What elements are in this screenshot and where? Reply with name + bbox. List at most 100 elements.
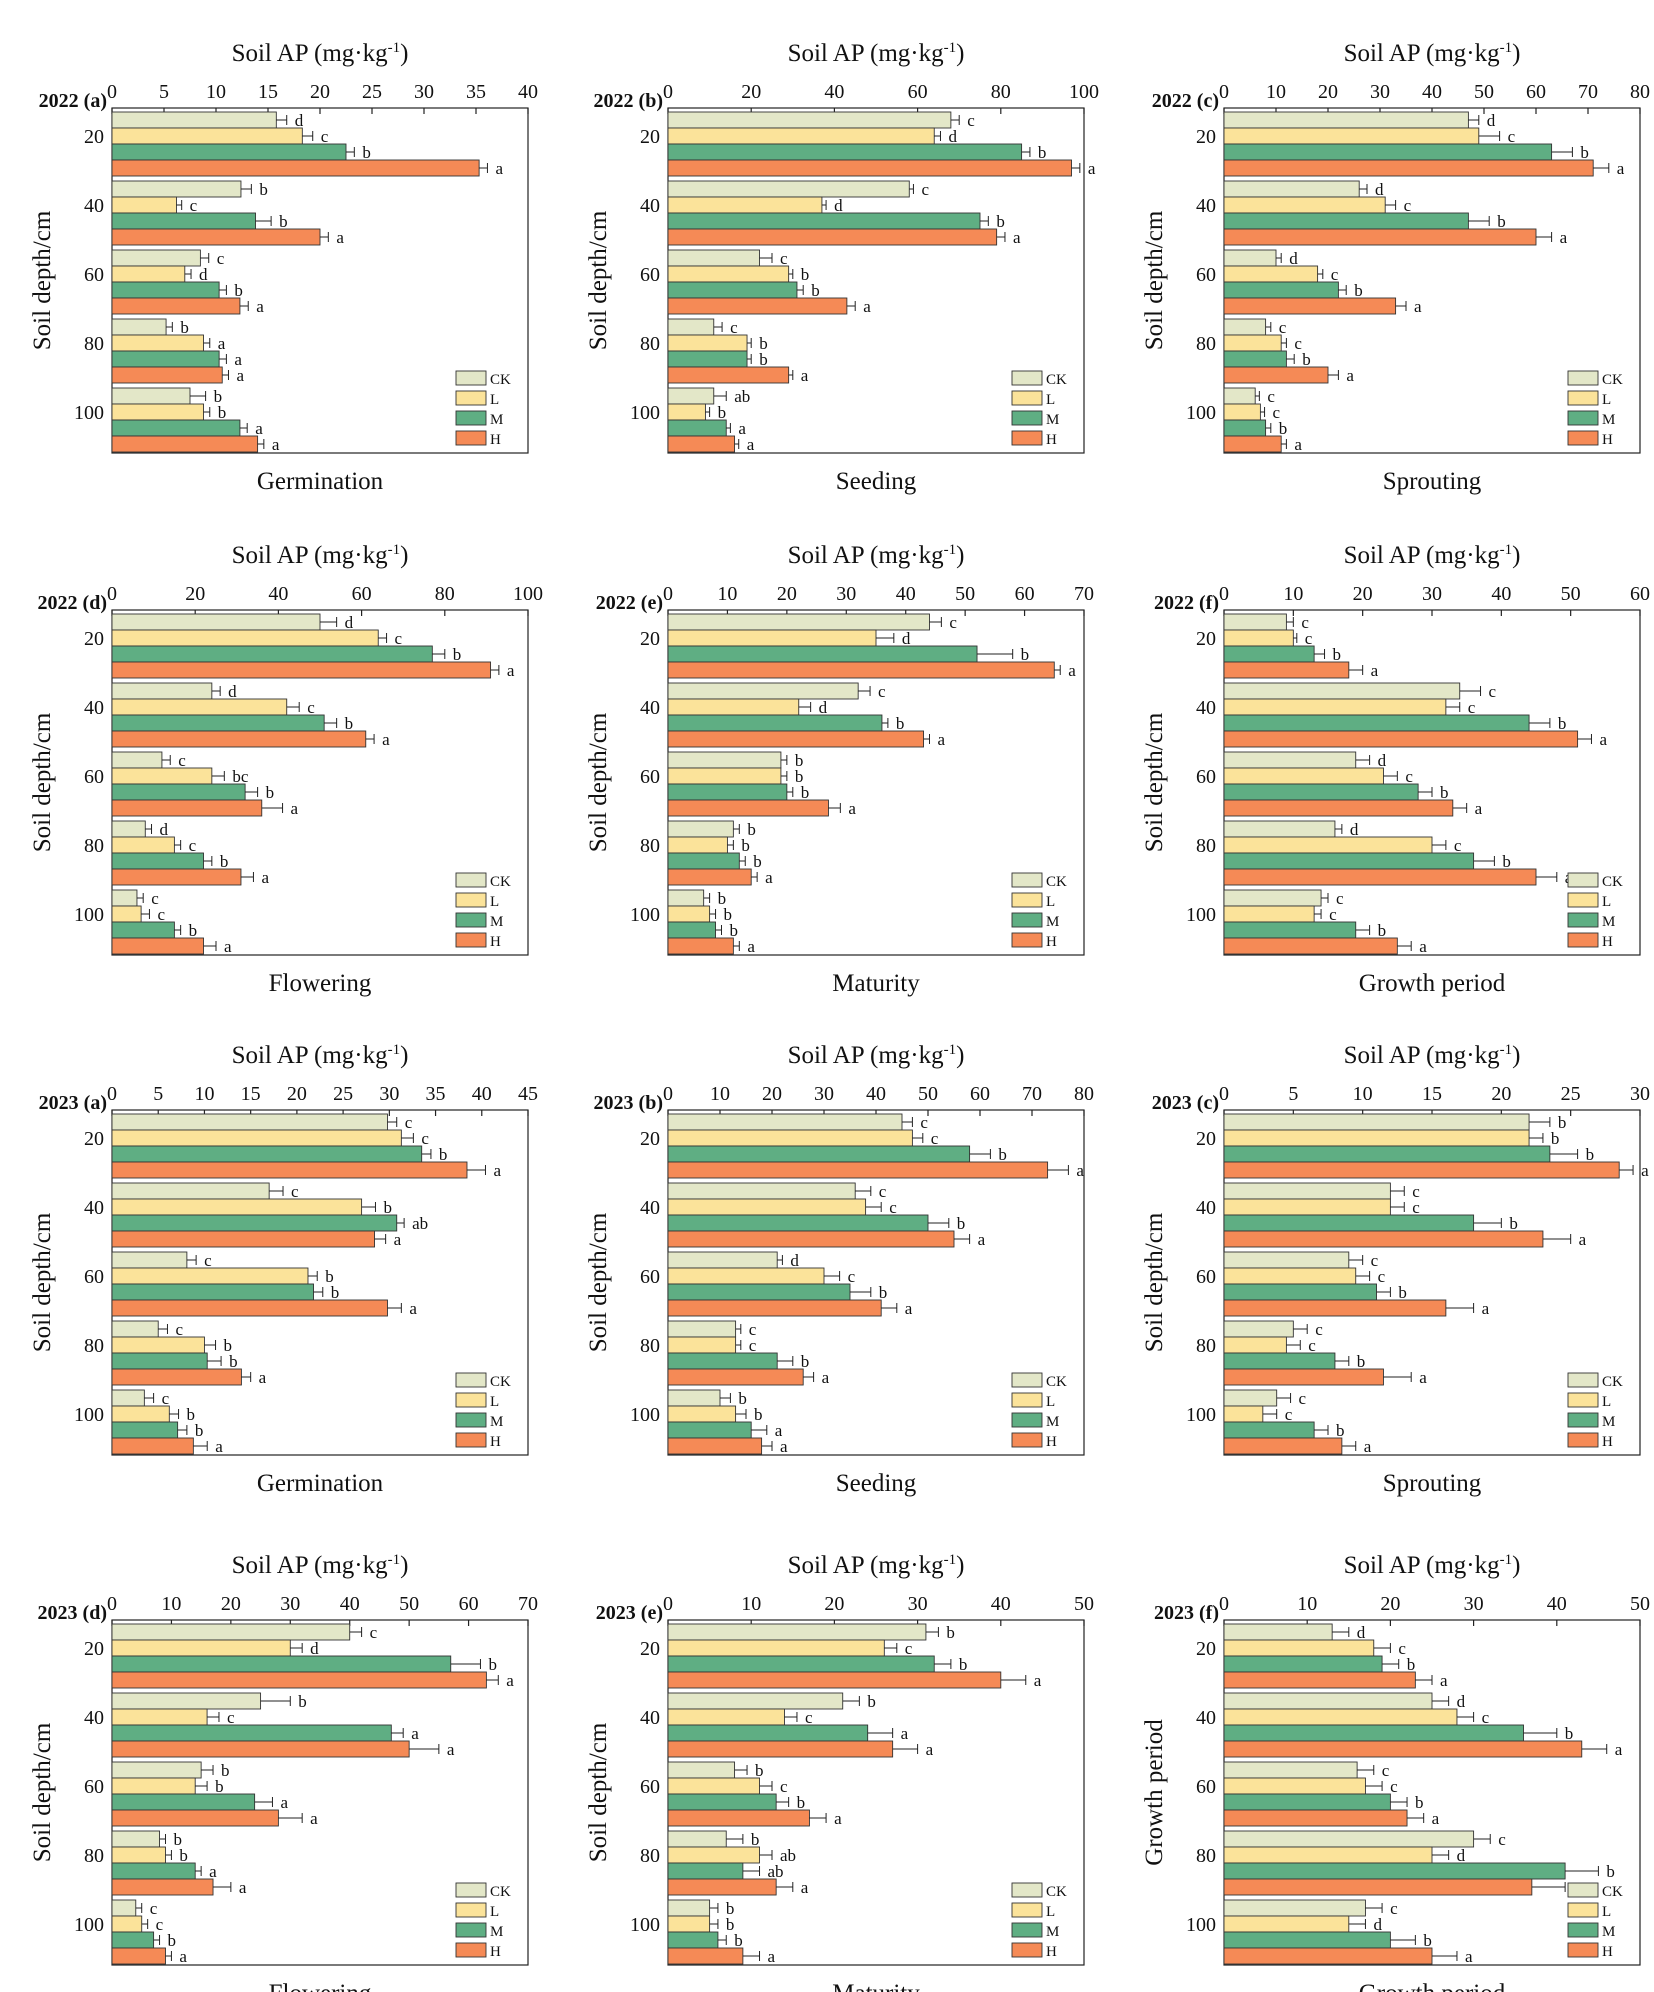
panel-1-ytick-label: 80 (84, 333, 104, 355)
panel-7-bar-m (111, 1421, 179, 1439)
panel-7-bar-ck (111, 1251, 188, 1269)
panel-2-sig-letter: c (921, 180, 929, 199)
panel-3-stage-label: Sprouting (1383, 468, 1482, 495)
panel-1-sig-letter: c (321, 127, 329, 146)
panel-7-bar-l (111, 1198, 363, 1216)
panel-10-sig-letter: a (411, 1724, 419, 1743)
panel-8-legend-label-h: H (1046, 1434, 1057, 1450)
panel-10-xtick-label: 10 (161, 1593, 181, 1615)
panel-11-xtick-label: 30 (908, 1593, 928, 1615)
panel-5-legend-label-l: L (1046, 894, 1055, 910)
panel-10-panel-label: 2023 (d) (38, 1602, 107, 1624)
panel-11-bar-ck (667, 1830, 727, 1848)
panel-11-sig-letter: b (797, 1793, 806, 1812)
panel-10-sig-letter: a (506, 1671, 514, 1690)
panel-11-bar-ck (667, 1692, 844, 1710)
panel-7-bar-h (111, 1368, 242, 1386)
panel-1-bar-ck (111, 318, 167, 336)
panel-9-bar-m (1223, 1283, 1377, 1301)
panel-5-sig-letter: b (795, 767, 804, 786)
panel-8-sig-letter: b (957, 1214, 966, 1233)
panel-7-legend-swatch-h (455, 1432, 487, 1448)
panel-9-bar-m (1223, 1145, 1551, 1163)
panel-9-xtick-label: 5 (1288, 1083, 1298, 1105)
panel-1-sig-letter: a (495, 159, 503, 178)
panel-12-bar-l (1223, 1708, 1458, 1726)
panel-8-bar-m (667, 1283, 851, 1301)
panel-7-bar-m (111, 1145, 423, 1163)
panel-6-sig-letter: c (1489, 682, 1497, 701)
panel-3-ytick-label: 40 (1196, 195, 1216, 217)
panel-10-bar-ck (111, 1761, 202, 1779)
panel-1-sig-letter: b (362, 143, 371, 162)
panel-8-bar-ck (667, 1113, 903, 1131)
panel-11-sig-letter: b (867, 1692, 876, 1711)
panel-1-xtick-label: 15 (258, 81, 278, 103)
panel-9-legend-label-h: H (1602, 1434, 1613, 1450)
panel-9-bar-ck (1223, 1389, 1278, 1407)
panel-6-ytick-label: 20 (1196, 628, 1216, 650)
panel-6-bar-m (1223, 783, 1419, 801)
panel-1-bar-l (111, 334, 204, 352)
panel-2-sig-letter: c (967, 111, 975, 130)
panel-12-legend-swatch-ck (1567, 1882, 1599, 1898)
panel-3-sig-letter: b (1497, 212, 1506, 231)
panel-8-ylabel: Soil depth/cm (585, 1212, 612, 1352)
panel-3-sig-letter: a (1560, 228, 1568, 247)
panel-6-stage-label: Growth period (1359, 970, 1506, 997)
panel-2-bar-h (667, 228, 998, 246)
panel-1-xtick-label: 40 (518, 81, 538, 103)
panel-10-bar-m (111, 1931, 155, 1949)
panel-9-bar-h (1223, 1437, 1343, 1455)
panel-8: 0 10 20 30 40 50 60 70 80 Soil AP (mg·kg-1) 2023 (… (585, 1042, 1094, 1497)
panel-10-sig-letter: b (298, 1692, 307, 1711)
panel-8-sig-letter: c (879, 1182, 887, 1201)
panel-7-sig-letter: a (493, 1161, 501, 1180)
panel-9-bar-h (1223, 1368, 1384, 1386)
panel-8-legend-label-ck: CK (1046, 1374, 1067, 1390)
panel-7-sig-letter: a (259, 1368, 267, 1387)
panel-3-legend-swatch-ck (1567, 370, 1599, 386)
panel-4-ylabel: Soil depth/cm (29, 712, 56, 852)
panel-12-legend-swatch-h (1567, 1942, 1599, 1958)
panel-4-bar-m (111, 645, 433, 663)
panel-1-xtick-label: 30 (414, 81, 434, 103)
panel-5-sig-letter: b (729, 921, 738, 940)
panel-4-ytick-label: 40 (84, 697, 104, 719)
panel-6-bar-h (1223, 937, 1398, 955)
panel-2-sig-letter: b (801, 265, 810, 284)
panel-12-bar-h (1223, 1740, 1583, 1758)
panel-10-sig-letter: a (209, 1862, 217, 1881)
panel-1-stage-label: Germination (257, 468, 384, 495)
panel-12-bar-h (1223, 1947, 1433, 1965)
panel-1-bar-ck (111, 111, 277, 129)
panel-5-bar-h (667, 799, 829, 817)
panel-3-bar-h (1223, 228, 1537, 246)
panel-8-bar-ck (667, 1182, 856, 1200)
panel-8-xtick-label: 40 (866, 1083, 886, 1105)
panel-8-bar-ck (667, 1389, 721, 1407)
panel-5-sig-letter: d (819, 698, 828, 717)
panel-11-legend-swatch-l (1011, 1902, 1043, 1918)
panel-5-xtick-label: 70 (1074, 583, 1094, 605)
panel-6-sig-letter: b (1333, 645, 1342, 664)
panel-4-ytick-label: 60 (84, 766, 104, 788)
panel-2-bar-m (667, 212, 981, 230)
panel-7-sig-letter: b (195, 1421, 204, 1440)
panel-4-stage-label: Flowering (269, 970, 372, 997)
panel-12-sig-letter: d (1373, 1915, 1382, 1934)
panel-2-legend-label-m: M (1046, 412, 1059, 428)
panel-6-bar-l (1223, 905, 1315, 923)
panel-9-xlabel: Soil AP (mg·kg-1) (1344, 1042, 1521, 1069)
panel-8-bar-l (667, 1267, 825, 1285)
panel-5-sig-letter: b (753, 852, 762, 871)
panel-5-sig-letter: a (1068, 661, 1076, 680)
panel-5-sig-letter: b (724, 905, 733, 924)
panel-12-sig-letter: b (1415, 1793, 1424, 1812)
panel-4-bar-m (111, 714, 325, 732)
panel-8-bar-h (667, 1161, 1049, 1179)
panel-2-bar-l (667, 403, 706, 421)
panel-12-sig-letter: c (1390, 1899, 1398, 1918)
panel-5-ytick-label: 80 (640, 835, 660, 857)
panel-11-bar-ck (667, 1899, 711, 1917)
